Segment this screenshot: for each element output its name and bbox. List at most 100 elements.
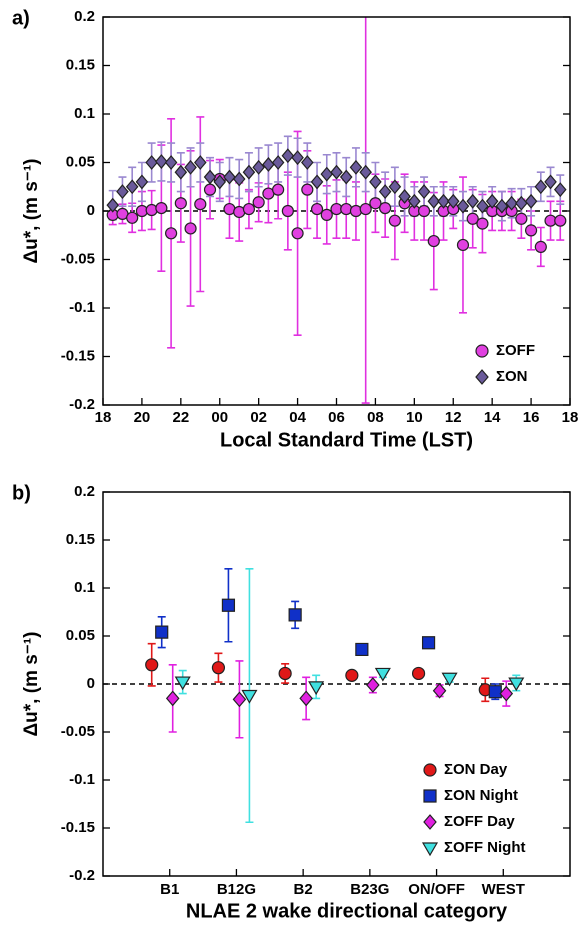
marker — [308, 681, 325, 696]
marker — [164, 155, 178, 170]
marker — [184, 159, 197, 175]
marker — [421, 636, 436, 650]
y-tick-label: -0.2 — [69, 867, 95, 884]
marker — [213, 174, 227, 190]
marker — [488, 685, 502, 699]
marker — [203, 169, 217, 185]
marker — [355, 642, 369, 657]
y-tick-label: 0.05 — [66, 627, 95, 644]
marker — [505, 195, 518, 211]
x-tick-label: B2 — [294, 881, 313, 898]
plot-area — [103, 17, 570, 404]
marker — [271, 155, 285, 170]
x-tick-label: 10 — [406, 409, 423, 426]
marker — [184, 222, 197, 235]
marker — [417, 204, 431, 218]
y-tick-label: -0.15 — [61, 819, 95, 836]
marker — [339, 169, 353, 185]
marker — [466, 212, 479, 225]
marker — [421, 842, 439, 857]
marker — [427, 234, 440, 248]
marker — [388, 179, 402, 195]
marker — [145, 658, 159, 672]
y-tick-label: 0 — [87, 202, 95, 219]
marker — [544, 174, 557, 190]
marker — [359, 202, 372, 216]
marker — [301, 155, 314, 170]
marker — [349, 159, 363, 175]
marker — [174, 197, 187, 210]
y-tick-label: 0.2 — [74, 483, 95, 500]
marker — [379, 201, 392, 215]
y-tick-label: 0.15 — [66, 56, 95, 73]
marker — [349, 204, 363, 218]
marker — [301, 183, 314, 196]
marker — [145, 203, 158, 217]
legend-label: ΣOFF Day — [444, 813, 515, 830]
marker — [165, 690, 180, 707]
y-tick-label: -0.2 — [69, 396, 95, 413]
marker — [232, 691, 247, 708]
marker — [534, 179, 548, 195]
marker — [345, 668, 359, 682]
x-tick-label: ON/OFF — [408, 881, 465, 898]
x-tick-label: 00 — [211, 409, 228, 426]
marker — [155, 201, 168, 215]
marker — [369, 197, 382, 210]
y-tick-label: -0.15 — [61, 347, 95, 364]
marker — [320, 166, 334, 182]
panel: b) NLAE 2 wake directional category Δu*, (… — [12, 482, 571, 922]
marker — [499, 685, 514, 702]
marker — [553, 182, 567, 198]
y-tick-label: 0.1 — [74, 105, 95, 122]
x-tick-label: 02 — [250, 409, 267, 426]
marker — [278, 666, 292, 681]
y-tick-label: 0.15 — [66, 531, 95, 548]
marker — [194, 155, 207, 170]
marker — [155, 625, 169, 639]
marker — [359, 164, 372, 180]
marker — [174, 676, 191, 691]
x-tick-label: B1 — [160, 881, 179, 898]
marker — [203, 183, 217, 196]
legend-label: ΣON Day — [444, 761, 508, 778]
marker — [408, 193, 421, 209]
y-tick-label: -0.05 — [61, 723, 95, 740]
marker — [252, 196, 265, 209]
marker — [155, 154, 168, 169]
marker — [288, 608, 302, 622]
marker — [299, 690, 313, 707]
marker — [524, 224, 538, 237]
marker — [411, 666, 426, 681]
marker — [417, 184, 431, 200]
x-tick-label: B12G — [217, 881, 256, 898]
marker — [515, 212, 528, 225]
x-tick-label: 14 — [484, 409, 501, 426]
marker — [211, 661, 226, 675]
marker — [475, 344, 489, 358]
marker — [252, 159, 265, 175]
marker — [476, 217, 489, 230]
marker — [508, 677, 525, 692]
marker — [378, 184, 392, 200]
marker — [310, 174, 324, 190]
plot-area — [103, 568, 570, 824]
marker — [165, 227, 178, 240]
marker — [398, 189, 411, 204]
legend-label: ΣON Night — [444, 787, 518, 804]
marker — [446, 193, 460, 209]
legend-label: ΣON — [496, 368, 528, 385]
y-tick-label: -0.1 — [69, 771, 95, 788]
marker — [476, 198, 489, 214]
marker — [423, 789, 437, 803]
marker — [281, 204, 294, 218]
marker — [388, 214, 401, 227]
marker — [116, 184, 129, 200]
y-tick-label: 0 — [87, 675, 95, 692]
marker — [366, 677, 380, 693]
y-tick-label: 0.05 — [66, 153, 95, 170]
marker — [135, 174, 149, 190]
marker — [374, 667, 391, 682]
marker — [310, 202, 324, 216]
marker — [330, 164, 343, 180]
